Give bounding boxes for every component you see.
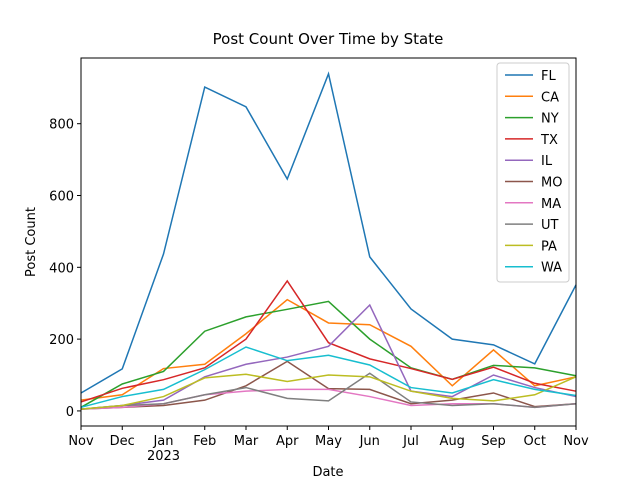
series-line <box>80 279 577 403</box>
x-tick-label: Jun <box>359 434 380 449</box>
x-tick-label: Jan 2023 <box>147 434 180 464</box>
legend-label: PA <box>541 239 557 254</box>
x-tick-label: Aug <box>440 434 465 449</box>
x-tick-label: Dec <box>110 434 135 449</box>
x-tick-label: Nov <box>563 434 589 449</box>
y-tick-label: 400 <box>49 261 74 276</box>
x-tick-label: Jul <box>402 434 419 449</box>
y-tick-label: 800 <box>49 118 74 133</box>
x-tick-label: Sep <box>481 434 506 449</box>
legend-label: MO <box>541 176 562 191</box>
x-tick-label: Nov <box>68 434 94 449</box>
series-line <box>80 298 577 401</box>
y-tick-label: 0 <box>66 405 74 420</box>
series-line <box>80 372 577 410</box>
legend-label: UT <box>541 218 559 233</box>
y-axis-label: Post Count <box>24 207 39 277</box>
y-tick-label: 200 <box>49 333 74 348</box>
plot-frame <box>80 57 577 427</box>
y-tick-label: 600 <box>49 190 74 205</box>
series-line <box>80 373 577 410</box>
series-line <box>80 300 577 408</box>
x-tick-label: Feb <box>193 434 216 449</box>
chart-title: Post Count Over Time by State <box>213 30 444 48</box>
x-axis-label: Date <box>312 465 343 480</box>
x-tick-label: Mar <box>234 434 259 449</box>
x-tick-label: Oct <box>524 434 546 449</box>
series-line <box>80 71 577 394</box>
legend-label: NY <box>541 112 559 127</box>
legend-label: WA <box>541 261 562 276</box>
legend-label: IL <box>541 154 553 169</box>
series-line <box>80 346 577 409</box>
legend-label: CA <box>541 90 559 105</box>
x-tick-label: May <box>315 434 342 449</box>
legend-label: MA <box>541 197 561 212</box>
x-tick-label: Apr <box>276 434 299 449</box>
series-line <box>80 303 577 410</box>
legend-label: FL <box>541 69 556 84</box>
legend-label: TX <box>540 133 558 148</box>
